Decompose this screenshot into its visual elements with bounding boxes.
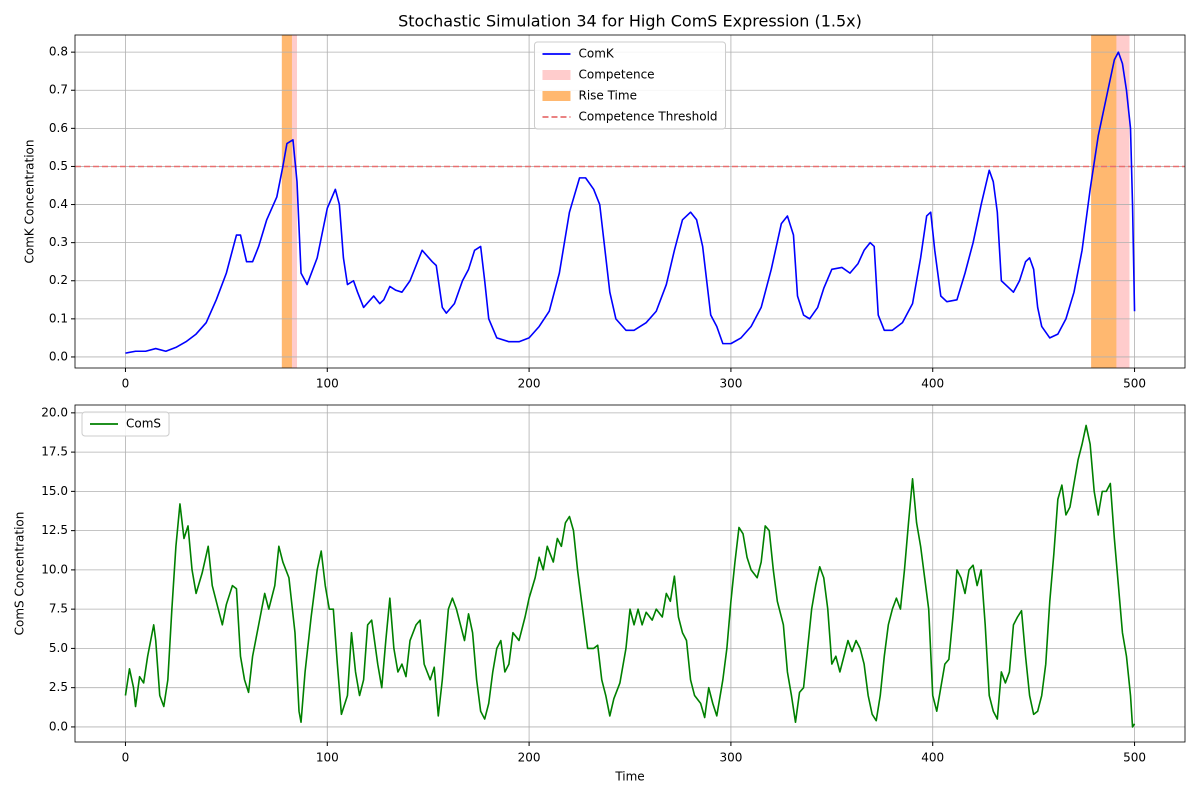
y-tick-label: 0.4 (49, 197, 68, 211)
x-tick-label: 300 (719, 377, 742, 391)
y-tick-label: 0.2 (49, 273, 68, 287)
x-tick-label: 200 (518, 751, 541, 765)
y-tick-label: 0.5 (49, 159, 68, 173)
y-tick-label: 20.0 (41, 405, 68, 419)
y-axis-label: ComK Concentration (23, 140, 37, 264)
x-axis-label: Time (614, 770, 644, 784)
legend-swatch (542, 70, 571, 80)
legend-label: ComS (126, 417, 161, 431)
legend-label: Rise Time (578, 89, 637, 103)
x-tick-label: 200 (518, 377, 541, 391)
legend-box (533, 41, 727, 130)
y-tick-label: 2.5 (49, 680, 68, 694)
legend-swatch (542, 91, 571, 101)
y-tick-label: 0.0 (49, 719, 68, 733)
x-tick-label: 500 (1123, 751, 1146, 765)
y-tick-label: 0.8 (49, 45, 68, 59)
legend-label: Competence (578, 68, 654, 82)
y-tick-label: 7.5 (49, 602, 68, 616)
legend-box (81, 411, 170, 437)
line-series (124, 424, 1136, 728)
legend: ComS (81, 411, 170, 437)
y-tick-label: 0.7 (49, 83, 68, 97)
y-tick-label: 17.5 (41, 445, 68, 459)
x-tick-label: 0 (122, 377, 130, 391)
y-tick-label: 15.0 (41, 484, 68, 498)
x-tick-label: 400 (921, 377, 944, 391)
y-tick-label: 0.1 (49, 311, 68, 325)
x-tick-label: 0 (122, 751, 130, 765)
line-series (125, 51, 1136, 354)
y-tick-label: 0.0 (49, 349, 68, 363)
chart-title: Stochastic Simulation 34 for High ComS E… (398, 12, 862, 31)
x-tick-label: 300 (719, 751, 742, 765)
legend-label: ComK (578, 47, 614, 61)
y-tick-label: 10.0 (41, 562, 68, 576)
x-tick-label: 100 (316, 377, 339, 391)
y-tick-label: 12.5 (41, 523, 68, 537)
y-axis-label: ComS Concentration (13, 512, 27, 636)
legend-label: Competence Threshold (578, 110, 717, 124)
axes-frame (74, 34, 1186, 369)
y-tick-label: 0.6 (49, 121, 68, 135)
x-tick-label: 400 (921, 751, 944, 765)
x-tick-label: 100 (316, 751, 339, 765)
y-tick-label: 5.0 (49, 641, 68, 655)
x-tick-label: 500 (1123, 377, 1146, 391)
axes-frame (74, 404, 1186, 743)
y-tick-label: 0.3 (49, 235, 68, 249)
span (281, 35, 292, 368)
legend: ComK Competence Rise Time Competence Thresh… (533, 41, 727, 130)
span (1091, 35, 1117, 368)
